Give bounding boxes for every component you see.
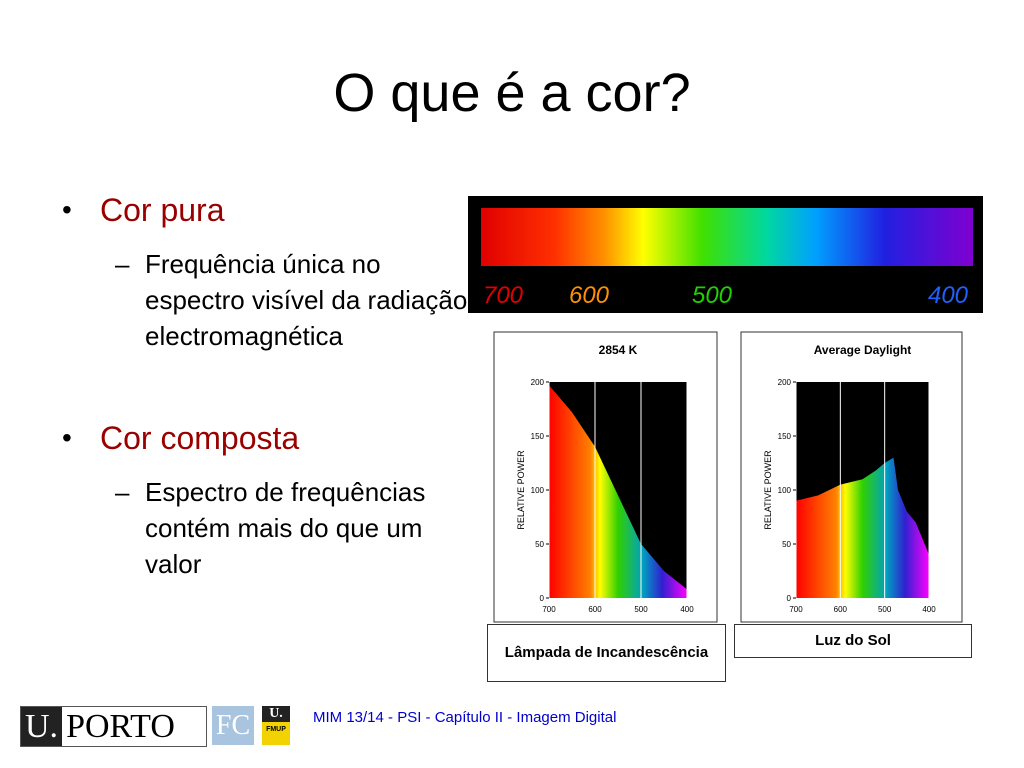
- logo-fmup: U. FMUP: [262, 706, 290, 745]
- x-tick-label: 500: [634, 605, 648, 614]
- caption: Lâmpada de Incandescência: [487, 624, 726, 682]
- x-tick-label: 700: [789, 605, 803, 614]
- chart-title: Average Daylight: [814, 343, 912, 357]
- logo-fmup-text: FMUP: [266, 726, 286, 733]
- caption: Luz do Sol: [734, 624, 972, 658]
- spectrum-label: 600: [569, 282, 610, 309]
- sub-bullet: Espectro de frequências contém mais do q…: [115, 474, 475, 582]
- y-tick-label: 0: [787, 594, 792, 603]
- x-tick-label: 600: [588, 605, 602, 614]
- y-tick-label: 200: [778, 378, 792, 387]
- x-tick-label: 500: [878, 605, 892, 614]
- spectral-power-area: [549, 385, 687, 598]
- y-tick-label: 0: [540, 594, 545, 603]
- x-tick-label: 700: [542, 605, 556, 614]
- bullet: Cor pura: [62, 192, 224, 229]
- x-tick-label: 400: [922, 605, 936, 614]
- y-axis-label: RELATIVE POWER: [763, 450, 773, 530]
- spectrum-label: 400: [928, 282, 969, 309]
- spectrum-bar: [481, 208, 973, 266]
- y-axis-label: RELATIVE POWER: [516, 450, 526, 530]
- y-tick-label: 50: [782, 540, 791, 549]
- spectrum-label: 700: [483, 282, 524, 309]
- y-tick-label: 100: [531, 486, 545, 495]
- y-tick-label: 150: [531, 432, 545, 441]
- spectrum-label: 500: [692, 282, 733, 309]
- logo-uporto: U. PORTO: [20, 706, 207, 747]
- logo-fmup-u: U.: [262, 706, 290, 722]
- logo-u: U.: [21, 707, 63, 746]
- slide-title: O que é a cor?: [333, 63, 691, 123]
- footer-text: MIM 13/14 - PSI - Capítulo II - Imagem D…: [313, 709, 617, 726]
- bullet: Cor composta: [62, 420, 299, 457]
- x-tick-label: 400: [680, 605, 694, 614]
- logo-fc: FC: [212, 706, 254, 745]
- logo-porto: PORTO: [66, 707, 175, 745]
- y-tick-label: 200: [531, 378, 545, 387]
- chart-title: 2854 K: [599, 343, 638, 357]
- x-tick-label: 600: [834, 605, 848, 614]
- y-tick-label: 100: [778, 486, 792, 495]
- y-tick-label: 50: [535, 540, 544, 549]
- y-tick-label: 150: [778, 432, 792, 441]
- spectral-power-area: [796, 457, 929, 598]
- sub-bullet: Frequência única no espectro visível da …: [115, 246, 475, 354]
